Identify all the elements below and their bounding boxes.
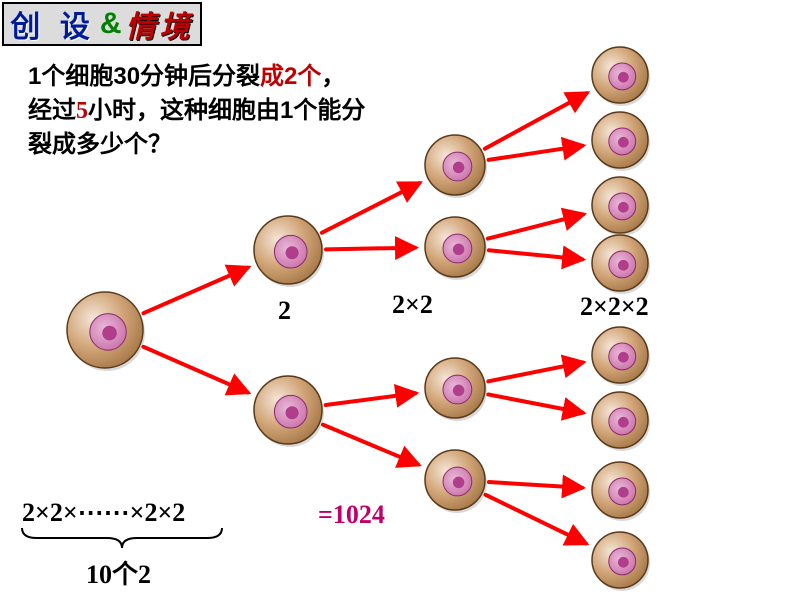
q-highlight-2: 5	[76, 98, 88, 124]
cell-g3d	[592, 235, 650, 294]
banner-amp: &	[100, 7, 122, 41]
cell-g3f	[592, 392, 650, 451]
slide-stage: 创 设 & 情境 1个细胞30分钟后分裂成2个，经过5小时，这种细胞由1个能分裂…	[0, 0, 794, 596]
cell-g3a	[592, 47, 650, 106]
cell-g2c	[425, 358, 487, 421]
cell-g2b	[425, 217, 487, 280]
q-part-1: 1个细胞30分钟后分裂	[28, 63, 260, 90]
cell-g0	[67, 292, 145, 371]
label-count: 10个2	[86, 554, 151, 591]
cell-g2a	[425, 135, 487, 198]
cell-g3g	[592, 462, 650, 521]
banner-right: 情境	[126, 2, 194, 46]
label-result: =1024	[318, 500, 385, 530]
cell-g3e	[592, 327, 650, 386]
q-highlight-1: 成2个	[260, 63, 321, 90]
cell-g1b	[254, 376, 324, 447]
question-text: 1个细胞30分钟后分裂成2个，经过5小时，这种细胞由1个能分裂成多少个？	[28, 60, 368, 162]
title-banner: 创 设 & 情境	[2, 2, 202, 46]
cell-g2d	[425, 450, 487, 513]
cell-g1a	[254, 216, 324, 287]
label-2: 2	[278, 296, 291, 326]
label-2x2x2: 2×2×2	[580, 292, 649, 322]
cell-g3b	[592, 112, 650, 171]
banner-left: 创 设	[10, 2, 96, 46]
label-2x2: 2×2	[392, 290, 433, 320]
brace	[22, 528, 222, 548]
label-repeated: 2×2×⋯⋯×2×2	[22, 498, 185, 528]
cell-g3c	[592, 177, 650, 236]
cell-g3h	[592, 532, 650, 591]
